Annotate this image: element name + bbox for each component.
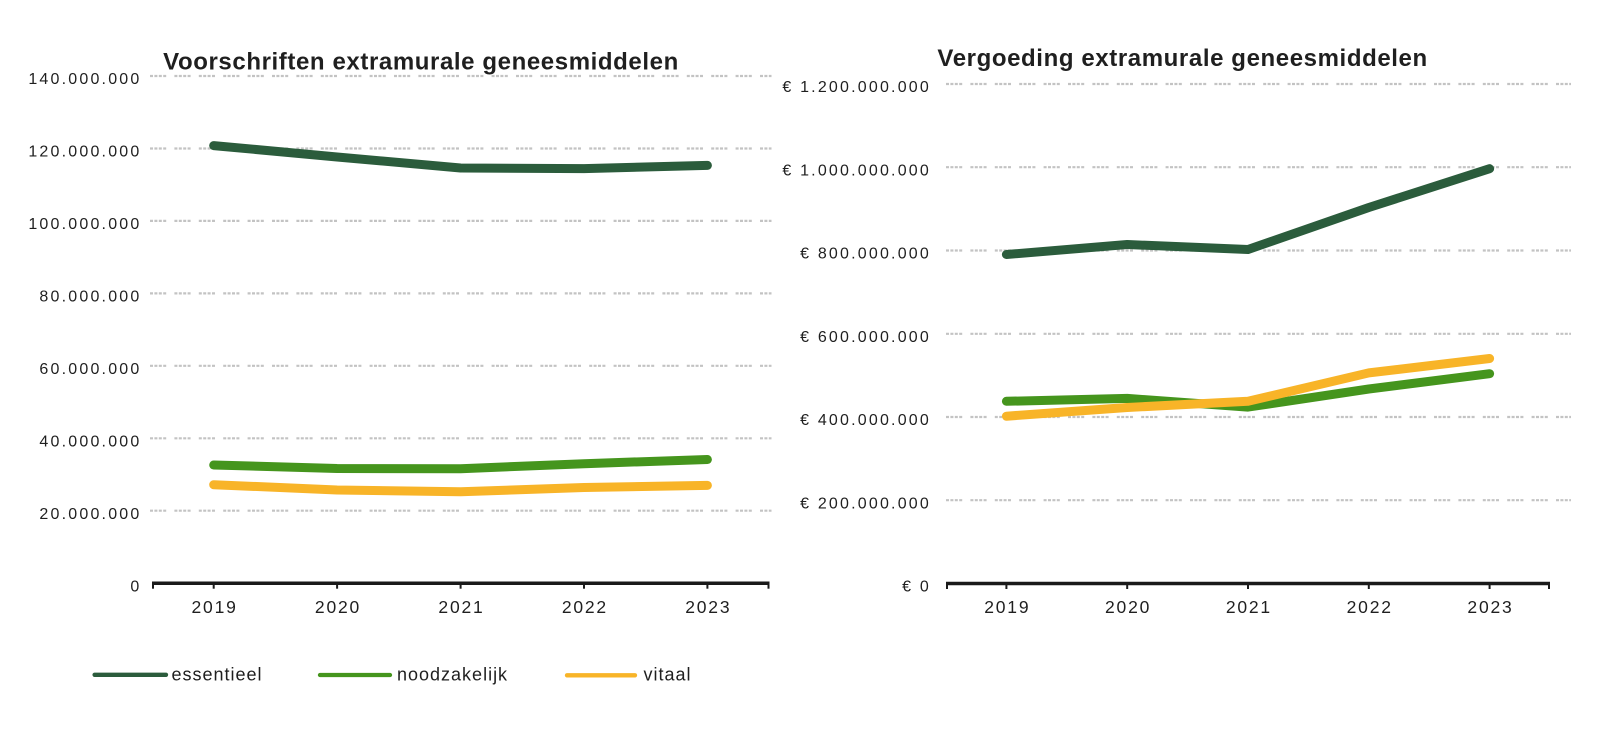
svg-text:2019: 2019 — [984, 597, 1030, 617]
svg-text:Vergoeding extramurale geneesm: Vergoeding extramurale geneesmiddelen — [937, 45, 1427, 72]
svg-text:2023: 2023 — [1467, 597, 1513, 617]
svg-text:2020: 2020 — [1105, 597, 1151, 617]
svg-text:essentieel: essentieel — [172, 665, 263, 685]
svg-text:2021: 2021 — [438, 597, 484, 617]
svg-text:2022: 2022 — [562, 597, 608, 617]
svg-text:2021: 2021 — [1226, 597, 1272, 617]
svg-text:0: 0 — [130, 578, 141, 595]
svg-text:€ 1.200.000.000: € 1.200.000.000 — [782, 79, 931, 96]
svg-text:vitaal: vitaal — [644, 665, 692, 685]
svg-text:20.000.000: 20.000.000 — [39, 506, 141, 523]
svg-text:€ 1.000.000.000: € 1.000.000.000 — [782, 162, 931, 179]
svg-text:2022: 2022 — [1347, 597, 1393, 617]
svg-text:€ 400.000.000: € 400.000.000 — [800, 412, 931, 429]
svg-text:60.000.000: 60.000.000 — [39, 361, 141, 378]
svg-text:2019: 2019 — [192, 597, 238, 617]
svg-text:€ 800.000.000: € 800.000.000 — [800, 246, 931, 263]
svg-text:140.000.000: 140.000.000 — [28, 71, 141, 88]
svg-text:€ 200.000.000: € 200.000.000 — [800, 495, 931, 512]
svg-text:80.000.000: 80.000.000 — [39, 289, 141, 306]
svg-text:€ 0: € 0 — [902, 579, 931, 596]
svg-text:120.000.000: 120.000.000 — [28, 144, 141, 161]
svg-text:noodzakelijk: noodzakelijk — [397, 665, 508, 685]
svg-text:2020: 2020 — [315, 597, 361, 617]
svg-text:€ 600.000.000: € 600.000.000 — [800, 329, 931, 346]
svg-text:Voorschriften extramurale gene: Voorschriften extramurale geneesmiddelen — [163, 48, 679, 75]
svg-text:100.000.000: 100.000.000 — [28, 216, 141, 233]
svg-text:2023: 2023 — [685, 597, 731, 617]
svg-text:40.000.000: 40.000.000 — [39, 433, 141, 450]
